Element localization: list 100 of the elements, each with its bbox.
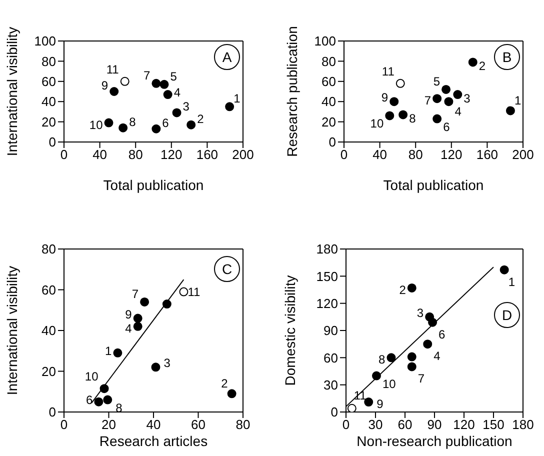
- x-tick-label: 40: [146, 417, 161, 432]
- x-tick-label: 0: [60, 147, 68, 162]
- y-tick-label: 60: [42, 74, 56, 90]
- x-tick-label: 120: [160, 147, 182, 162]
- y-tick-label: 40: [42, 323, 56, 338]
- point: [442, 84, 451, 94]
- point: [390, 97, 399, 106]
- annotation: 3: [464, 92, 471, 106]
- y-axis-title: International visibility: [4, 26, 20, 156]
- y-tick-label: 30: [324, 377, 338, 392]
- point: [104, 118, 114, 128]
- y-tick-label: 100: [34, 34, 56, 49]
- annotation: 9: [101, 78, 108, 92]
- x-tick-label: 0: [340, 147, 348, 162]
- annotation: 6: [443, 120, 450, 134]
- circle-frame: D: [494, 302, 520, 328]
- annotation: 6: [162, 116, 170, 130]
- x-tick-label: 30: [368, 417, 383, 432]
- annotation: 9: [381, 90, 388, 105]
- x-axis-title: Non-research publication: [356, 433, 512, 449]
- x-tick-label: 80: [408, 147, 423, 162]
- x-tick-label: 20: [102, 417, 116, 432]
- y-tick-label: 80: [42, 242, 56, 257]
- annotation: 10: [89, 118, 104, 132]
- annotation: 3: [164, 356, 171, 370]
- annotation: 10: [370, 116, 384, 131]
- point: [347, 404, 356, 412]
- point: [364, 398, 374, 407]
- point: [152, 124, 161, 134]
- annotation: 4: [454, 104, 462, 119]
- point: [468, 58, 478, 67]
- x-tick-label: 60: [398, 417, 412, 432]
- y-tick-label: 120: [316, 296, 338, 311]
- point: [110, 87, 119, 96]
- annotation: 7: [143, 68, 150, 82]
- y-axis-title: International visibility: [4, 266, 20, 396]
- annotation: 9: [376, 397, 384, 412]
- annotation: 11: [382, 64, 395, 78]
- annotation: 6: [86, 392, 93, 407]
- y-tick-label: 0: [48, 404, 56, 420]
- y-tick-label: 0: [328, 134, 336, 150]
- y-axis-title: Domestic visibility: [282, 275, 298, 386]
- annotation: 5: [433, 74, 440, 88]
- y-axis-title: Research publication: [284, 26, 300, 157]
- x-tick-label: 0: [342, 417, 350, 432]
- y-tick-label: 180: [316, 242, 338, 257]
- y-tick-label: 80: [42, 54, 56, 69]
- point: [398, 110, 408, 120]
- point: [423, 340, 432, 349]
- point: [152, 78, 161, 88]
- circle-frame: C: [214, 256, 240, 282]
- x-tick-label: 120: [440, 147, 462, 162]
- x-axis-title: Total publication: [383, 177, 484, 193]
- annotation: 4: [125, 321, 132, 336]
- point: [227, 389, 236, 398]
- point: [151, 362, 160, 372]
- y-tick-label: 60: [42, 282, 56, 298]
- y-tick-label: 80: [322, 54, 336, 69]
- annotation: 11: [188, 284, 200, 299]
- annotation: 2: [478, 59, 486, 74]
- point: [407, 352, 416, 362]
- point: [453, 90, 462, 100]
- point: [163, 90, 172, 100]
- x-tick-label: 80: [128, 147, 143, 162]
- x-tick-label: 180: [512, 417, 534, 432]
- point: [444, 97, 454, 106]
- y-tick-label: 100: [314, 34, 336, 49]
- annotation: 8: [129, 114, 136, 129]
- annotation: 5: [170, 69, 178, 84]
- annotation: 1: [105, 344, 112, 358]
- annotation: 4: [434, 349, 441, 364]
- point: [94, 397, 104, 406]
- annotation: 10: [382, 376, 396, 391]
- annotation: 2: [221, 376, 228, 391]
- point: [103, 395, 112, 404]
- x-tick-label: 80: [236, 417, 250, 432]
- x-tick-label: 0: [60, 417, 68, 432]
- point: [432, 114, 442, 124]
- point: [120, 76, 130, 86]
- annotation: 6: [438, 327, 446, 342]
- point: [118, 123, 128, 132]
- x-axis-title: Total publication: [103, 177, 204, 193]
- point: [186, 120, 196, 130]
- point: [386, 353, 396, 362]
- annotation: 7: [132, 286, 139, 301]
- y-tick-label: 150: [316, 268, 338, 284]
- y-tick-label: 60: [324, 350, 338, 366]
- point: [407, 362, 416, 372]
- annotation: 8: [409, 112, 416, 126]
- x-axis-title: Research articles: [99, 433, 208, 449]
- x-tick-label: 90: [427, 417, 442, 432]
- x-tick-label: 150: [482, 417, 504, 432]
- circle-frame: A: [214, 44, 240, 70]
- annotation: 10: [84, 370, 99, 384]
- y-tick-label: 20: [42, 364, 56, 379]
- y-tick-label: 40: [42, 94, 56, 110]
- point: [160, 80, 169, 89]
- annotation: 1: [234, 92, 241, 106]
- annotation: 11: [106, 62, 120, 76]
- annotation: 4: [174, 86, 181, 100]
